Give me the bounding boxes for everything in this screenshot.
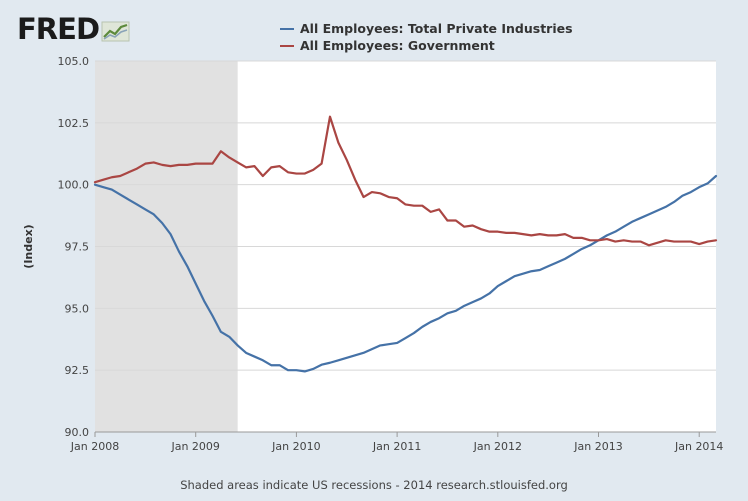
x-tick-label: Jan 2013	[573, 440, 622, 453]
chart-legend: All Employees: Total Private Industries …	[280, 20, 573, 54]
legend-swatch-government	[280, 44, 294, 47]
x-tick-label: Jan 2010	[271, 440, 320, 453]
y-tick-label: 90.0	[65, 426, 90, 439]
y-tick-label: 97.5	[65, 241, 90, 254]
x-tick-label: Jan 2011	[372, 440, 421, 453]
x-tick-label: Jan 2008	[70, 440, 119, 453]
legend-item-private[interactable]: All Employees: Total Private Industries	[280, 20, 573, 37]
fred-logo[interactable]: FRED	[17, 12, 131, 46]
x-tick-label: Jan 2014	[674, 440, 723, 453]
y-tick-label: 92.5	[65, 364, 90, 377]
x-tick-label: Jan 2009	[170, 440, 219, 453]
legend-label-private: All Employees: Total Private Industries	[300, 21, 573, 36]
series-line-government	[93, 115, 718, 247]
y-tick-label: 95.0	[65, 302, 90, 315]
x-tick-label: Jan 2012	[473, 440, 522, 453]
legend-label-government: All Employees: Government	[300, 38, 495, 53]
y-axis-label: (Index)	[22, 224, 35, 268]
footer-note: Shaded areas indicate US recessions - 20…	[180, 478, 568, 492]
y-tick-label: 102.5	[58, 117, 90, 130]
series-line-private	[93, 174, 718, 373]
y-tick-label: 100.0	[58, 179, 90, 192]
trend-line-icon	[101, 21, 130, 42]
legend-swatch-private	[280, 27, 294, 30]
fred-logo-text: FRED	[17, 12, 100, 46]
y-tick-label: 105.0	[58, 55, 90, 68]
legend-item-government[interactable]: All Employees: Government	[280, 37, 573, 54]
